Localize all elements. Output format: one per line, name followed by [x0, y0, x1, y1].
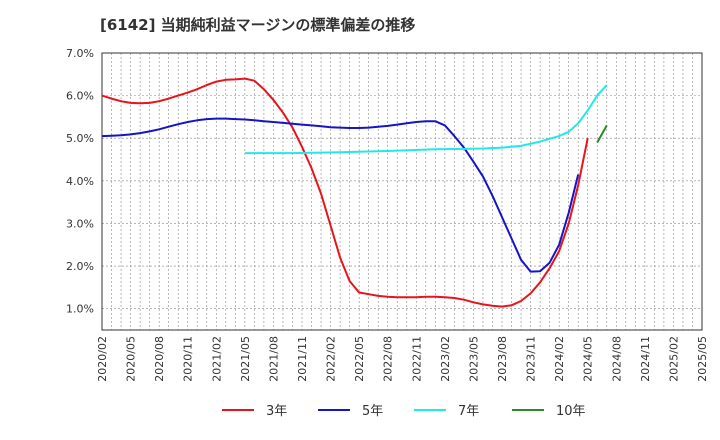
y-tick-label: 5.0% — [66, 132, 94, 145]
legend-label: 10年 — [556, 404, 586, 419]
y-tick-label: 4.0% — [66, 175, 94, 188]
plot-area — [102, 53, 702, 330]
legend-label: 3年 — [266, 404, 287, 419]
series-line-1 — [101, 77, 589, 308]
x-tick-label: 2020/02 — [96, 336, 109, 382]
x-tick-label: 2021/05 — [239, 336, 252, 382]
x-tick-label: 2021/08 — [267, 336, 280, 382]
x-tick-label: 2020/11 — [182, 336, 195, 382]
series-line-3 — [244, 84, 608, 155]
legend-label: 7年 — [458, 404, 479, 419]
legend-label: 5年 — [362, 404, 383, 419]
plot-border — [101, 52, 703, 331]
x-tick-label: 2020/05 — [125, 336, 138, 382]
y-tick-label: 6.0% — [66, 90, 94, 103]
x-tick-label: 2024/05 — [582, 336, 595, 382]
x-tick-label: 2025/05 — [696, 336, 709, 382]
x-tick-label: 2022/08 — [382, 336, 395, 382]
x-tick-label: 2023/05 — [467, 336, 480, 382]
series-line-2 — [101, 117, 580, 273]
chart-title: [6142] 当期純利益マージンの標準偏差の推移 — [100, 16, 416, 34]
y-tick-label: 7.0% — [66, 47, 94, 60]
x-tick-label: 2020/08 — [153, 336, 166, 382]
y-tick-label: 3.0% — [66, 217, 94, 230]
x-tick-label: 2021/02 — [210, 336, 223, 382]
x-tick-label: 2023/11 — [525, 336, 538, 382]
y-tick-label: 2.0% — [66, 260, 94, 273]
x-tick-label: 2024/11 — [639, 336, 652, 382]
x-tick-label: 2022/05 — [353, 336, 366, 382]
x-tick-label: 2024/08 — [610, 336, 623, 382]
x-tick-label: 2025/02 — [667, 336, 680, 382]
x-tick-label: 2022/11 — [410, 336, 423, 382]
x-tick-label: 2021/11 — [296, 336, 309, 382]
y-tick-label: 1.0% — [66, 303, 94, 316]
x-tick-label: 2023/02 — [439, 336, 452, 382]
x-tick-label: 2022/02 — [325, 336, 338, 382]
x-tick-label: 2024/02 — [553, 336, 566, 382]
x-tick-label: 2023/08 — [496, 336, 509, 382]
series-line-4 — [596, 124, 608, 143]
